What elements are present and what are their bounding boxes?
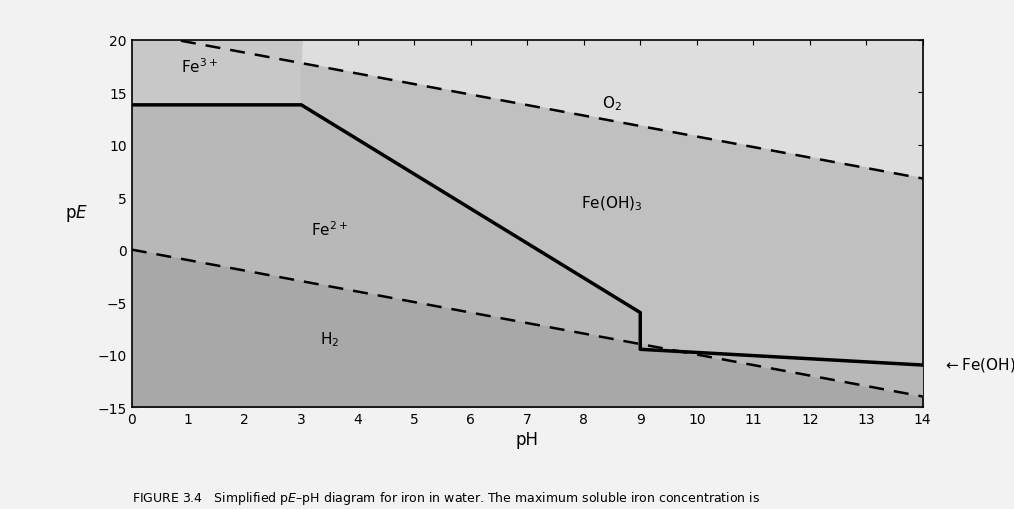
Text: Fe(OH)$_3$: Fe(OH)$_3$ — [581, 194, 643, 212]
Text: O$_2$: O$_2$ — [602, 94, 622, 113]
Text: FIGURE 3.4   Simplified p$E$–pH diagram for iron in water. The maximum soluble i: FIGURE 3.4 Simplified p$E$–pH diagram fo… — [132, 489, 760, 509]
Polygon shape — [132, 106, 640, 345]
Polygon shape — [301, 64, 923, 365]
Text: H$_2$: H$_2$ — [319, 330, 340, 349]
Polygon shape — [640, 345, 923, 397]
Text: Fe$^{2+}$: Fe$^{2+}$ — [311, 220, 348, 239]
Text: Fe$^{3+}$: Fe$^{3+}$ — [182, 58, 218, 76]
Text: $\leftarrow$Fe(OH)$_2$: $\leftarrow$Fe(OH)$_2$ — [943, 356, 1014, 375]
Polygon shape — [132, 41, 301, 106]
X-axis label: pH: pH — [516, 430, 538, 448]
Y-axis label: p$E$: p$E$ — [65, 203, 88, 224]
